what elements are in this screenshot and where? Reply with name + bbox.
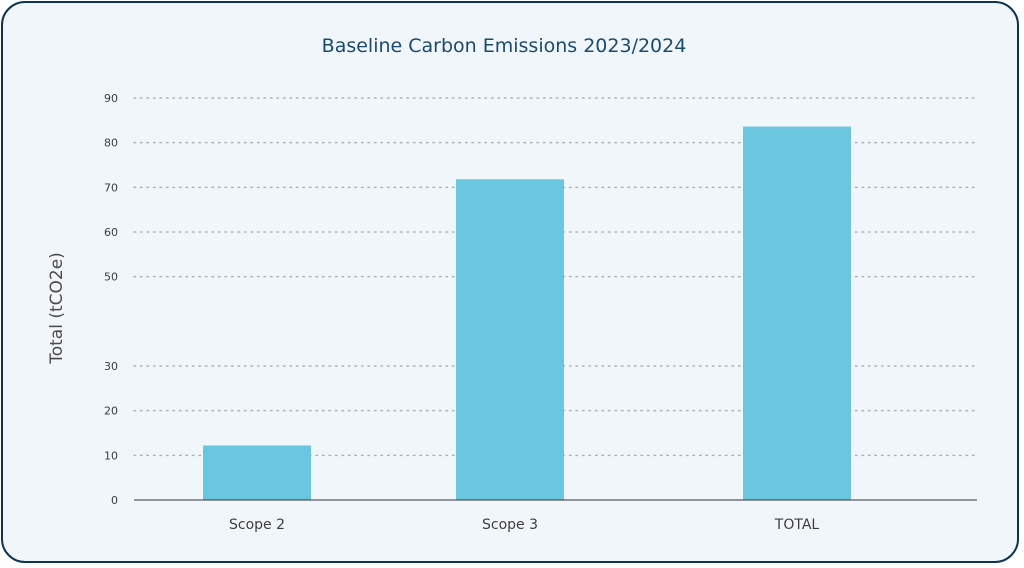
x-category-label: TOTAL [774,517,820,533]
x-category-label: Scope 2 [229,517,285,533]
y-axis-ticks: 0 10 20 30 50 60 70 80 90 [104,92,118,507]
y-axis-label: Total (tCO2e) [47,252,67,365]
bar-total [743,126,851,500]
y-tick-label: 80 [104,137,118,150]
y-tick-label: 0 [111,494,118,507]
bars [203,126,851,500]
chart-title: Baseline Carbon Emissions 2023/2024 [322,35,687,57]
y-tick-label: 50 [104,271,118,284]
bar-scope-2 [203,445,311,500]
bar-scope-3 [456,179,564,500]
y-tick-label: 20 [104,405,118,418]
x-axis-categories: Scope 2 Scope 3 TOTAL [229,517,819,533]
y-tick-label: 70 [104,181,118,194]
y-tick-label: 90 [104,92,118,105]
y-tick-label: 30 [104,360,118,373]
y-tick-label: 60 [104,226,118,239]
x-category-label: Scope 3 [482,517,538,533]
y-tick-label: 10 [104,449,118,462]
